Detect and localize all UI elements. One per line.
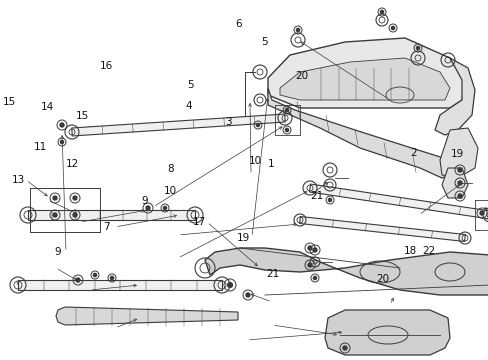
- Text: 6: 6: [235, 19, 242, 30]
- Polygon shape: [280, 58, 449, 100]
- Circle shape: [76, 278, 80, 282]
- Circle shape: [60, 123, 64, 127]
- Circle shape: [312, 248, 316, 252]
- Polygon shape: [204, 248, 488, 295]
- Circle shape: [73, 196, 77, 200]
- Circle shape: [479, 211, 483, 215]
- Text: 15: 15: [75, 111, 89, 121]
- Circle shape: [285, 108, 288, 112]
- Text: 10: 10: [163, 186, 176, 196]
- Text: 10: 10: [249, 156, 262, 166]
- Text: 19: 19: [449, 149, 463, 159]
- Text: 22: 22: [422, 246, 435, 256]
- Circle shape: [285, 129, 288, 132]
- Circle shape: [328, 198, 331, 202]
- Text: 1: 1: [267, 159, 274, 169]
- Polygon shape: [299, 216, 465, 242]
- Circle shape: [457, 194, 461, 198]
- Circle shape: [73, 213, 77, 217]
- Polygon shape: [325, 310, 449, 355]
- Text: 17: 17: [192, 217, 206, 228]
- Text: 18: 18: [403, 246, 417, 256]
- Text: 2: 2: [409, 148, 416, 158]
- Text: 20: 20: [295, 71, 308, 81]
- Circle shape: [245, 293, 249, 297]
- Circle shape: [457, 181, 461, 185]
- Circle shape: [146, 206, 150, 210]
- Circle shape: [457, 168, 461, 172]
- Circle shape: [313, 276, 316, 280]
- Polygon shape: [434, 58, 474, 135]
- Circle shape: [380, 10, 383, 14]
- Text: 9: 9: [141, 196, 148, 206]
- Circle shape: [93, 273, 97, 276]
- Circle shape: [416, 46, 419, 50]
- Circle shape: [307, 263, 311, 267]
- Text: 7: 7: [102, 222, 109, 232]
- Text: 21: 21: [309, 191, 323, 201]
- Circle shape: [390, 26, 394, 30]
- Circle shape: [53, 213, 57, 217]
- Circle shape: [110, 276, 113, 280]
- Circle shape: [296, 28, 299, 32]
- Text: 5: 5: [187, 80, 194, 90]
- Polygon shape: [309, 184, 488, 219]
- Text: 15: 15: [3, 96, 17, 107]
- Polygon shape: [56, 307, 238, 325]
- Circle shape: [53, 196, 57, 200]
- Polygon shape: [439, 128, 477, 178]
- Text: 11: 11: [33, 142, 47, 152]
- Text: 16: 16: [100, 60, 113, 71]
- Text: 12: 12: [65, 159, 79, 169]
- Text: 3: 3: [225, 117, 232, 127]
- Text: 5: 5: [260, 37, 267, 48]
- Circle shape: [256, 123, 259, 127]
- Polygon shape: [28, 210, 195, 220]
- Text: 19: 19: [236, 233, 250, 243]
- Text: 20: 20: [375, 274, 388, 284]
- Text: 9: 9: [54, 247, 61, 257]
- Polygon shape: [441, 168, 467, 198]
- Circle shape: [307, 246, 311, 250]
- Circle shape: [61, 140, 63, 144]
- Circle shape: [227, 283, 232, 287]
- Text: 13: 13: [12, 175, 25, 185]
- Polygon shape: [267, 38, 464, 108]
- Polygon shape: [72, 114, 285, 136]
- Polygon shape: [18, 280, 222, 290]
- Polygon shape: [267, 88, 449, 178]
- Circle shape: [163, 206, 166, 210]
- Text: 8: 8: [166, 164, 173, 174]
- Text: 14: 14: [41, 102, 55, 112]
- Text: 21: 21: [265, 269, 279, 279]
- Text: 4: 4: [184, 101, 191, 111]
- Circle shape: [342, 346, 346, 350]
